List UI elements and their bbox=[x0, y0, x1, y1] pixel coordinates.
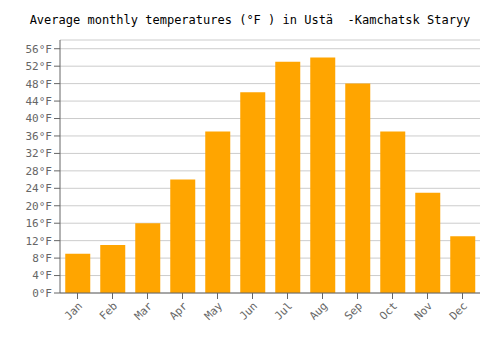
svg-text:52°F: 52°F bbox=[26, 60, 53, 73]
svg-text:Apr: Apr bbox=[167, 299, 191, 323]
svg-text:Sep: Sep bbox=[342, 299, 365, 322]
svg-text:Feb: Feb bbox=[97, 299, 120, 322]
svg-text:24°F: 24°F bbox=[26, 182, 53, 195]
svg-text:28°F: 28°F bbox=[26, 165, 53, 178]
svg-text:12°F: 12°F bbox=[26, 235, 53, 248]
svg-text:Aug: Aug bbox=[307, 299, 330, 322]
svg-text:4°F: 4°F bbox=[32, 269, 52, 282]
svg-text:Jul: Jul bbox=[272, 299, 295, 322]
svg-text:Nov: Nov bbox=[412, 299, 436, 323]
svg-text:Mar: Mar bbox=[132, 299, 156, 323]
svg-text:16°F: 16°F bbox=[26, 217, 53, 230]
svg-text:Oct: Oct bbox=[377, 299, 400, 322]
svg-text:0°F: 0°F bbox=[32, 287, 52, 300]
svg-text:Jun: Jun bbox=[237, 299, 260, 322]
svg-text:40°F: 40°F bbox=[26, 112, 53, 125]
svg-text:May: May bbox=[202, 299, 226, 323]
svg-text:48°F: 48°F bbox=[26, 78, 53, 91]
svg-text:Dec: Dec bbox=[447, 299, 470, 322]
svg-text:8°F: 8°F bbox=[32, 252, 52, 265]
svg-text:Jan: Jan bbox=[62, 299, 85, 322]
html-text:Average monthly temperatures (: Average monthly temperatures (°F ) in Us… bbox=[29, 13, 471, 27]
svg-text:36°F: 36°F bbox=[26, 130, 53, 143]
svg-text:32°F: 32°F bbox=[26, 147, 53, 160]
svg-text:20°F: 20°F bbox=[26, 200, 53, 213]
svg-text:56°F: 56°F bbox=[26, 43, 53, 56]
svg-text:44°F: 44°F bbox=[26, 95, 53, 108]
